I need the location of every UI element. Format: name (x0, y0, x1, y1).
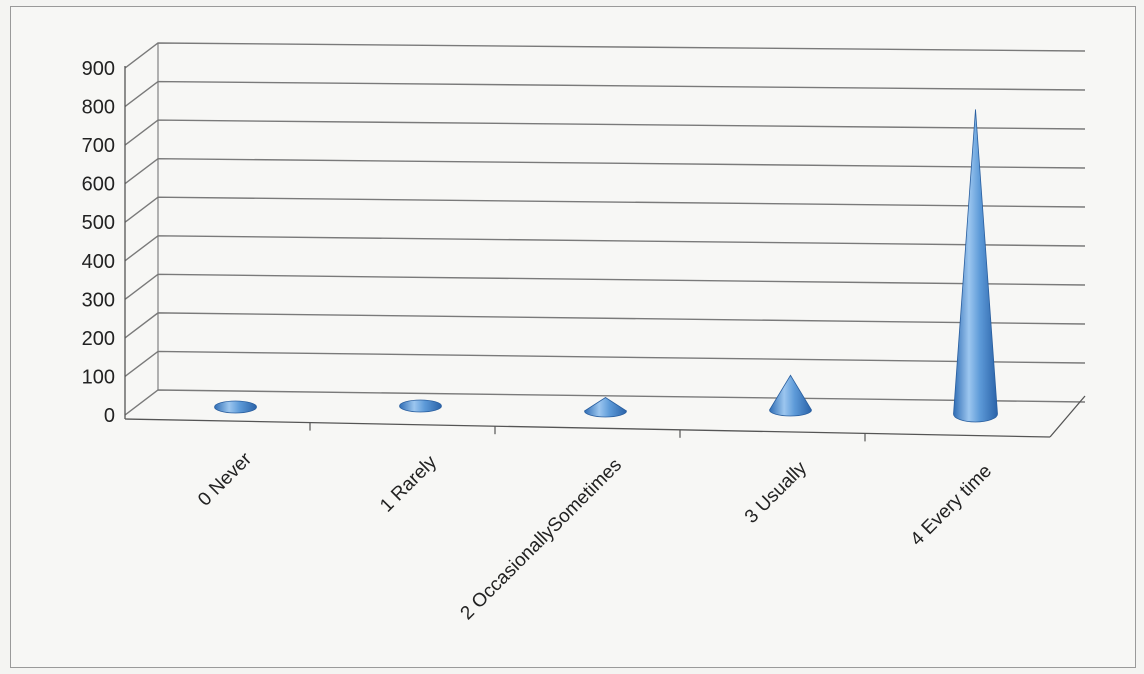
cone-base (399, 399, 442, 413)
y-tick-label: 200 (82, 328, 115, 350)
cone-body (953, 109, 998, 423)
cone-1 (399, 399, 442, 413)
axis-layer (124, 43, 1086, 442)
y-tick-label: 0 (104, 405, 115, 427)
y-tick-label: 600 (82, 174, 115, 196)
cone-2 (584, 397, 627, 418)
x-axis-line (124, 418, 1051, 438)
cone-0 (214, 400, 257, 414)
category-label: 2 OccasionallySometimes (457, 455, 626, 624)
y-tick-labels: 0 100 200 300 400 500 600 700 800 900 (82, 58, 115, 427)
category-labels: 0 Never 1 Rarely 2 OccasionallySometimes 3 … (194, 448, 996, 624)
gridline (124, 119, 1086, 146)
y-tick-label: 100 (82, 366, 115, 388)
gridline (124, 42, 1086, 69)
chart-frame (10, 6, 1136, 668)
y-tick-label: 900 (82, 58, 115, 80)
gridline (124, 157, 1086, 185)
category-label: 1 Rarely (376, 451, 441, 516)
y-tick-label: 500 (82, 212, 115, 234)
gridline (124, 350, 1086, 378)
y-tick-label: 800 (82, 97, 115, 119)
y-tick-label: 700 (82, 135, 115, 157)
cone-base (214, 400, 257, 414)
gridline (124, 312, 1086, 339)
cone-series (214, 109, 998, 423)
grid-layer (124, 42, 1086, 416)
gridline (124, 80, 1086, 108)
category-label: 4 Every time (907, 461, 997, 551)
gridline (124, 196, 1086, 223)
floor-edge (1049, 395, 1086, 438)
gridline (124, 235, 1086, 262)
gridline (124, 273, 1086, 300)
cone-4 (953, 109, 998, 423)
category-label: 3 Usually (741, 457, 811, 527)
cone-body (584, 397, 627, 418)
cone-3 (769, 374, 812, 417)
y-tick-label: 400 (82, 251, 115, 273)
y-tick-label: 300 (82, 289, 115, 311)
cone-body (769, 374, 812, 417)
category-label: 0 Never (194, 448, 256, 510)
